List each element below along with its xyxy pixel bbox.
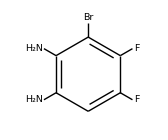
Text: H₂N: H₂N xyxy=(25,44,43,53)
Text: Br: Br xyxy=(83,13,93,22)
Text: F: F xyxy=(134,95,139,104)
Text: H₂N: H₂N xyxy=(25,95,43,104)
Text: F: F xyxy=(134,44,139,53)
